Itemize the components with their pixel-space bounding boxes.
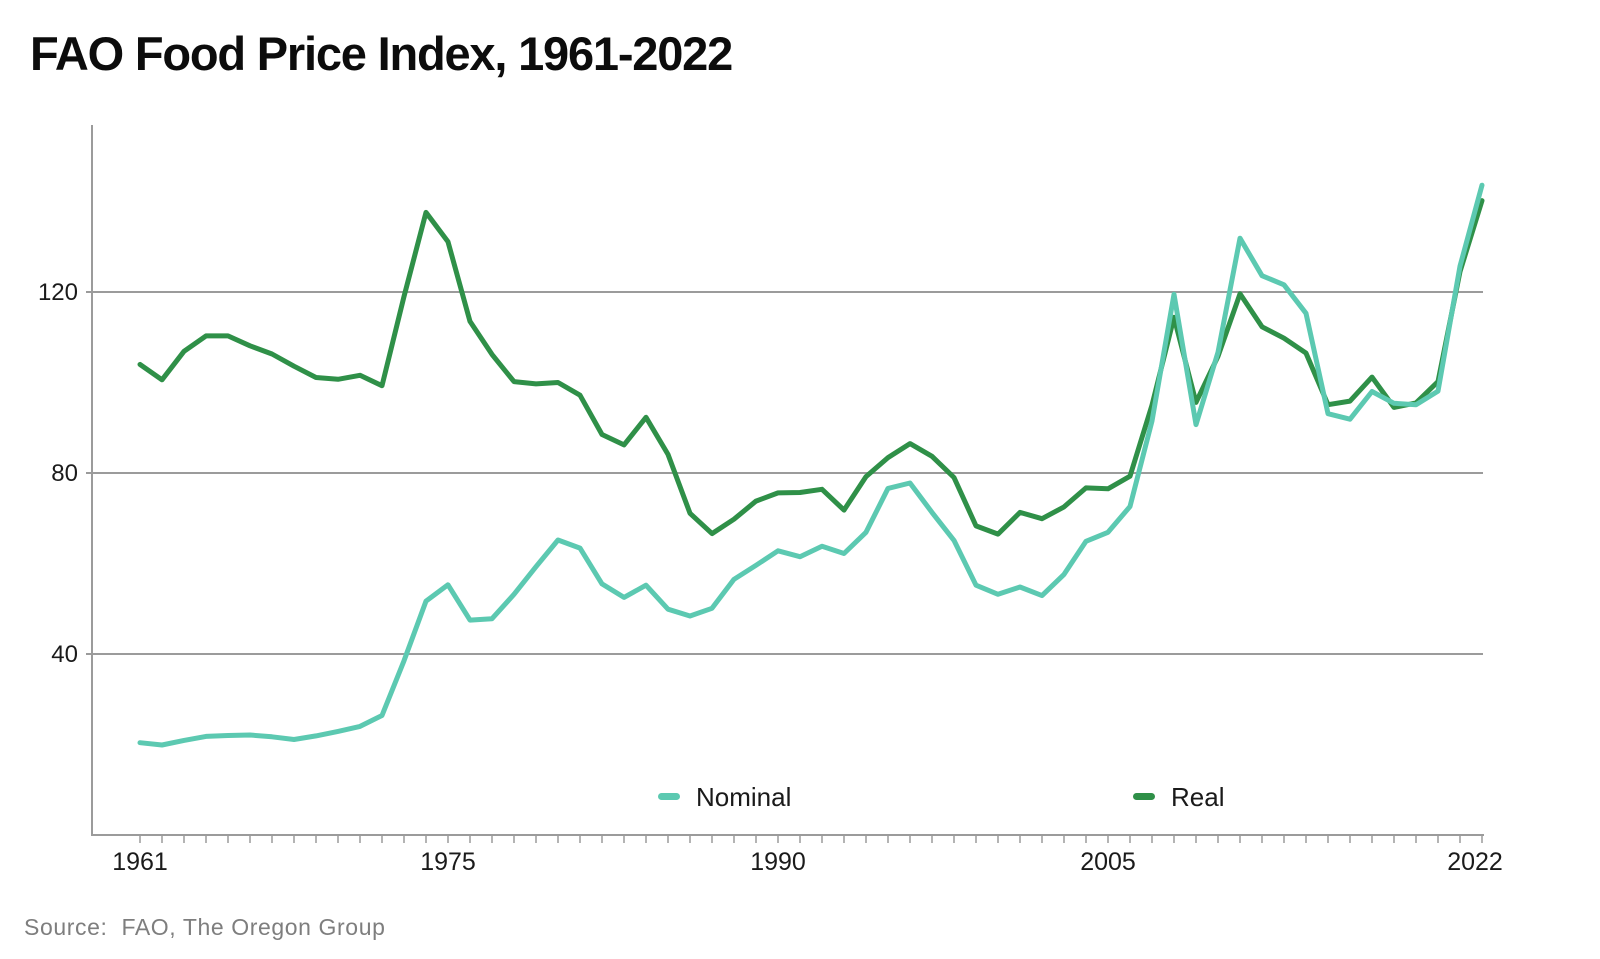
source-attribution: Source: FAO, The Oregon Group [24,914,386,940]
legend-swatch-real [1133,793,1155,800]
x-axis-label-1975: 1975 [420,848,476,876]
chart-title: FAO Food Price Index, 1961-2022 [30,27,733,80]
real-line [137,198,1485,537]
x-axis-label-2005: 2005 [1080,848,1136,876]
x-axis-label-1961: 1961 [112,848,168,876]
legend-swatch-nominal [658,793,680,800]
x-axis-label-2022: 2022 [1447,848,1503,876]
nominal-line [137,182,1485,748]
legend-label-nominal: Nominal [696,782,791,812]
y-axis-label-40: 40 [51,641,78,668]
y-axis-label-120: 120 [38,279,78,306]
legend-label-real: Real [1171,782,1224,812]
x-axis-label-1990: 1990 [750,848,806,876]
y-axis-label-80: 80 [51,460,78,487]
